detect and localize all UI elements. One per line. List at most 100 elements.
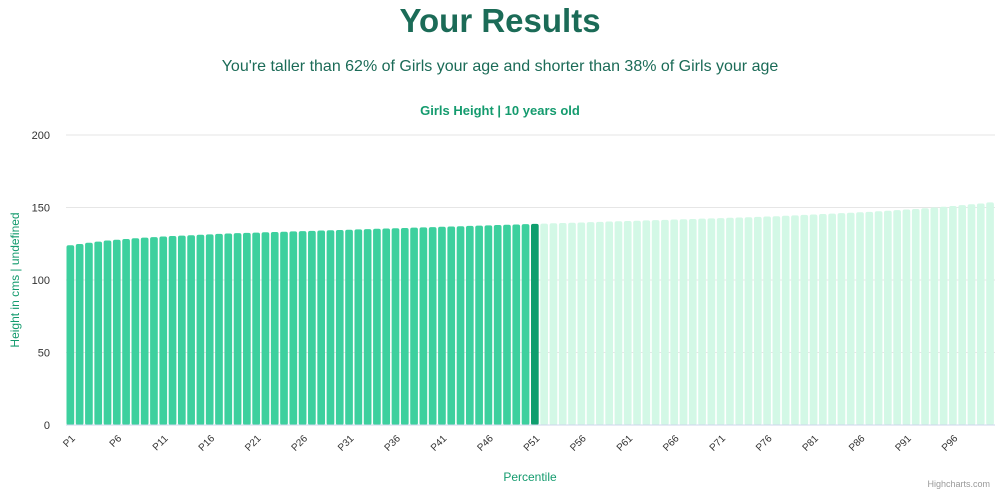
bar-p20[interactable] <box>243 232 251 426</box>
bar-p49[interactable] <box>512 224 521 425</box>
bar-p93[interactable] <box>921 208 929 425</box>
bar-p13[interactable] <box>177 235 186 425</box>
bar-p15[interactable] <box>196 234 205 425</box>
bar-p58[interactable] <box>596 221 604 425</box>
bar-p36[interactable] <box>391 228 400 425</box>
bar-p86[interactable] <box>856 212 864 425</box>
bar-p89[interactable] <box>884 210 892 425</box>
bar-p12[interactable] <box>168 236 177 425</box>
bar-p24[interactable] <box>280 231 288 425</box>
bar-p45[interactable] <box>475 225 483 426</box>
bar-p3[interactable] <box>85 242 93 425</box>
bar-p35[interactable] <box>382 228 391 425</box>
bar-p95[interactable] <box>939 206 948 425</box>
bar-p52[interactable] <box>540 223 548 425</box>
bar-p17[interactable] <box>215 233 223 425</box>
bar-p57[interactable] <box>586 222 595 425</box>
bar-p33[interactable] <box>363 229 372 425</box>
bar-p10[interactable] <box>150 237 158 425</box>
bar-p29[interactable] <box>326 230 335 425</box>
bar-p2[interactable] <box>75 244 84 425</box>
bar-p87[interactable] <box>865 211 874 425</box>
bar-p22[interactable] <box>261 232 270 425</box>
bar-p16[interactable] <box>205 234 214 425</box>
bar-p65[interactable] <box>661 219 669 425</box>
bar-p11[interactable] <box>159 236 168 426</box>
bar-p6[interactable] <box>112 239 121 425</box>
bar-p78[interactable] <box>781 215 790 425</box>
bar-p1[interactable] <box>66 245 75 425</box>
bar-p90[interactable] <box>893 210 901 425</box>
bar-p18[interactable] <box>224 233 233 425</box>
bar-p76[interactable] <box>763 216 771 425</box>
bar-p34[interactable] <box>373 228 381 425</box>
bar-p82[interactable] <box>818 214 827 425</box>
bar-p64[interactable] <box>651 220 660 425</box>
bar-p71[interactable] <box>716 218 725 425</box>
bar-p63[interactable] <box>642 220 651 425</box>
bar-p94[interactable] <box>930 207 939 426</box>
bar-p27[interactable] <box>308 230 316 425</box>
bar-p39[interactable] <box>419 227 428 425</box>
bar-p37[interactable] <box>400 227 409 425</box>
bar-p66[interactable] <box>670 219 679 425</box>
bar-p79[interactable] <box>791 215 799 425</box>
bar-p88[interactable] <box>874 211 883 425</box>
bar-p70[interactable] <box>707 218 716 426</box>
bar-p7[interactable] <box>122 238 130 425</box>
bar-p75[interactable] <box>753 216 762 425</box>
bar-p96[interactable] <box>949 206 957 425</box>
bar-p51[interactable] <box>531 223 539 425</box>
bar-p99[interactable] <box>976 203 985 425</box>
bar-p98[interactable] <box>967 204 976 425</box>
bar-p81[interactable] <box>809 214 818 425</box>
bar-p55[interactable] <box>568 222 576 425</box>
bar-p100[interactable] <box>986 202 994 425</box>
bar-p59[interactable] <box>605 221 614 425</box>
bar-p43[interactable] <box>456 226 465 425</box>
bar-p68[interactable] <box>688 218 697 425</box>
bar-p21[interactable] <box>252 232 260 425</box>
bar-p74[interactable] <box>744 217 753 425</box>
bar-p92[interactable] <box>911 208 920 425</box>
bar-p85[interactable] <box>846 212 855 425</box>
bar-p84[interactable] <box>837 213 846 425</box>
bar-p53[interactable] <box>549 223 558 425</box>
bar-p62[interactable] <box>633 220 641 425</box>
bar-p14[interactable] <box>187 235 195 425</box>
bar-p50[interactable] <box>521 224 530 425</box>
bar-p77[interactable] <box>772 216 781 425</box>
bar-p19[interactable] <box>233 233 242 425</box>
bar-p38[interactable] <box>410 227 418 425</box>
bar-p8[interactable] <box>131 238 140 425</box>
bar-p41[interactable] <box>438 226 446 425</box>
chart-credit[interactable]: Highcharts.com <box>927 479 990 489</box>
bar-p28[interactable] <box>317 230 326 425</box>
bar-p26[interactable] <box>298 231 307 425</box>
bar-p60[interactable] <box>614 221 623 425</box>
bar-p46[interactable] <box>484 225 493 425</box>
bar-p5[interactable] <box>103 240 112 425</box>
bar-p9[interactable] <box>140 237 149 425</box>
bar-p56[interactable] <box>577 222 586 425</box>
bar-p31[interactable] <box>345 229 353 425</box>
bar-p40[interactable] <box>428 227 437 425</box>
bar-p47[interactable] <box>493 225 502 425</box>
bar-p97[interactable] <box>958 205 967 425</box>
bar-p91[interactable] <box>902 209 911 425</box>
bar-p54[interactable] <box>558 223 567 425</box>
bar-p48[interactable] <box>503 224 511 425</box>
bar-p32[interactable] <box>354 229 363 425</box>
bar-p42[interactable] <box>447 226 456 426</box>
bar-p25[interactable] <box>289 231 298 425</box>
bar-p67[interactable] <box>679 219 688 425</box>
bar-p69[interactable] <box>698 218 706 425</box>
bar-p80[interactable] <box>800 214 809 425</box>
bar-p72[interactable] <box>726 217 734 425</box>
bar-p30[interactable] <box>335 229 344 425</box>
bar-p83[interactable] <box>828 213 836 425</box>
bar-p61[interactable] <box>623 220 632 425</box>
bar-p44[interactable] <box>465 225 474 425</box>
bar-p73[interactable] <box>735 217 744 426</box>
bar-p4[interactable] <box>94 241 103 425</box>
